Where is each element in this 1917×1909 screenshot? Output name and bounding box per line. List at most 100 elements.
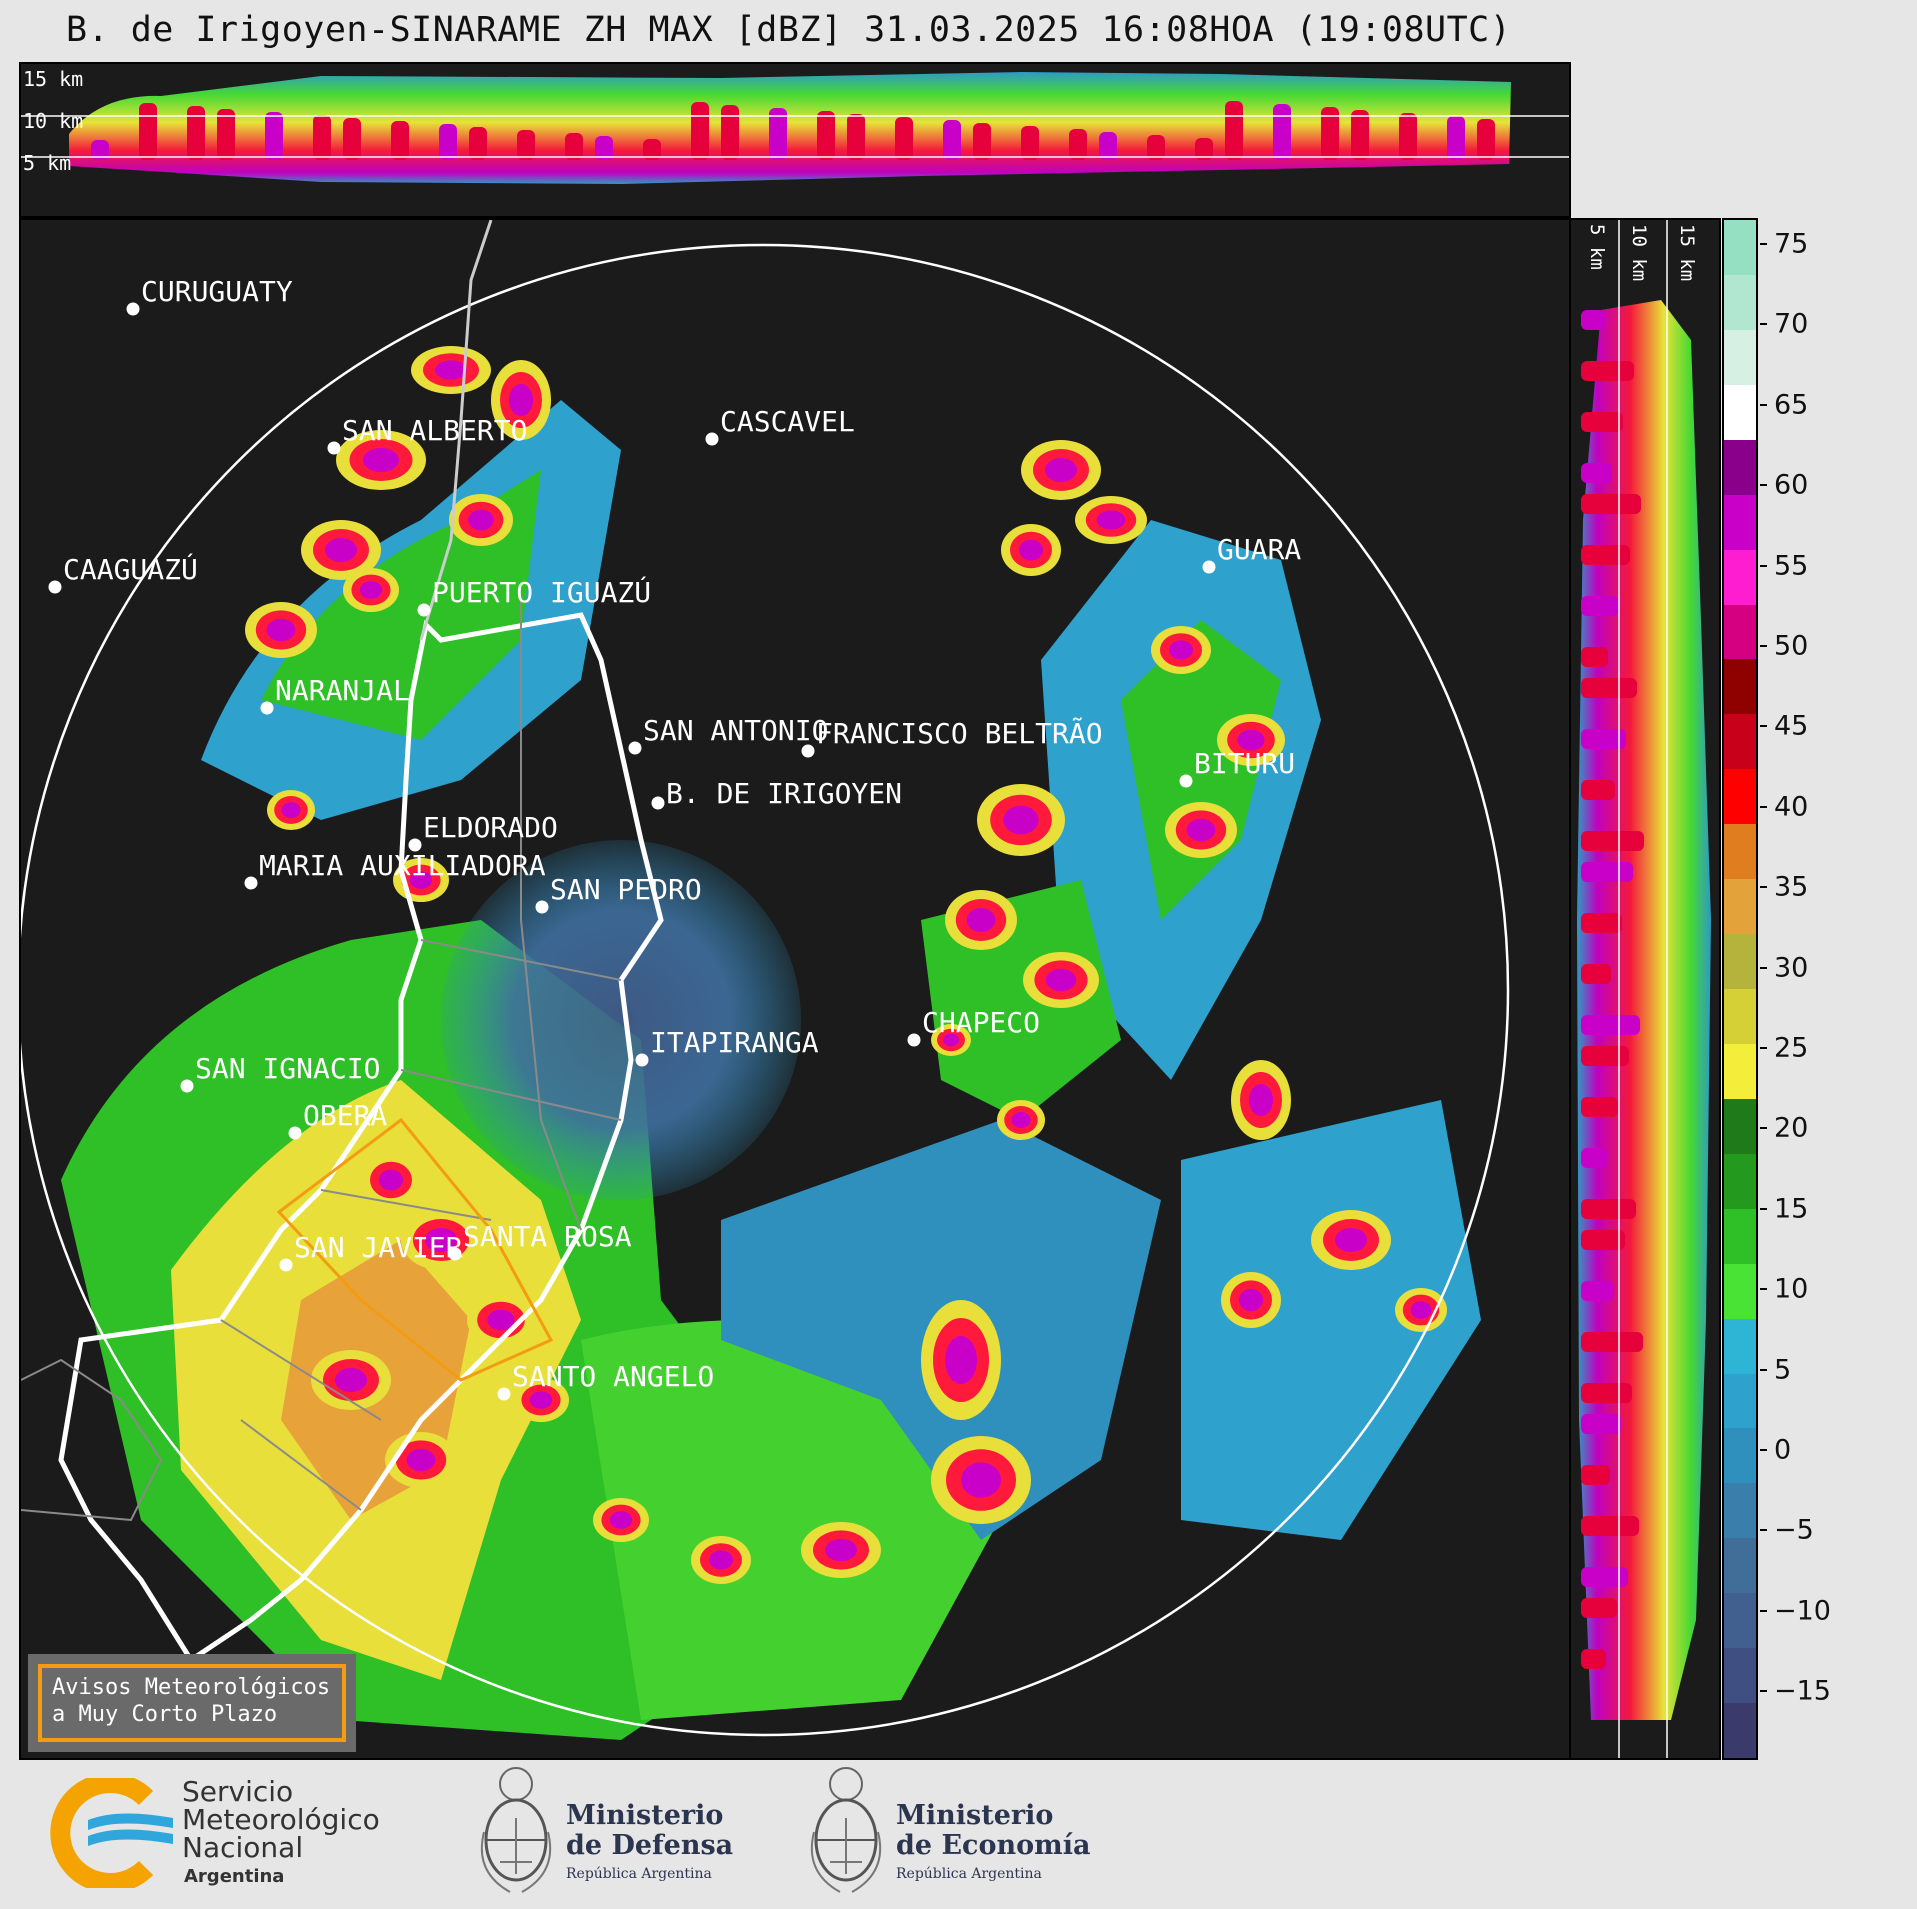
colorbar-tick (1760, 323, 1767, 326)
city-label: PUERTO IGUAZÚ (432, 575, 651, 609)
top-profile-core (217, 109, 235, 160)
top-height-label-15: 15 km (23, 67, 83, 91)
warning-link-box[interactable]: Avisos Meteorológicos a Muy Corto Plazo (28, 1654, 356, 1752)
colorbar-tick-label: −15 (1774, 1675, 1831, 1707)
colorbar-tick-label: 10 (1774, 1273, 1809, 1305)
colorbar-tick (1760, 886, 1767, 889)
city-marker (628, 741, 642, 755)
colorbar-tick (1760, 645, 1767, 647)
warning-line-2: a Muy Corto Plazo (52, 1702, 278, 1727)
storm-cell (487, 1309, 515, 1331)
top-profile-core (817, 111, 835, 160)
city-marker (279, 1258, 293, 1272)
colorbar-band (1724, 549, 1756, 605)
top-profile-core (943, 120, 961, 160)
colorbar-tick (1760, 1368, 1767, 1371)
city-marker (48, 580, 62, 594)
storm-cell (266, 618, 296, 642)
side-profile-core (1581, 862, 1633, 882)
side-profile-core (1581, 1199, 1636, 1219)
top-profile-core (313, 115, 331, 160)
city-marker (417, 603, 431, 617)
city-marker (244, 876, 258, 890)
side-profile-core (1581, 596, 1619, 616)
colorbar-tick-label: 20 (1774, 1112, 1809, 1144)
top-profile-core (847, 114, 865, 160)
colorbar-tick-label: 55 (1774, 550, 1809, 582)
side-profile-core (1581, 1148, 1607, 1168)
side-profile-core (1581, 1097, 1618, 1117)
storm-cell (325, 538, 357, 562)
storm-cell (825, 1538, 857, 1562)
colorbar-tick-label: −5 (1774, 1514, 1814, 1546)
colorbar-band (1724, 934, 1756, 990)
clutter-center (441, 840, 801, 1200)
storm-cell (363, 448, 399, 472)
storm-cell (1045, 458, 1077, 482)
smn-line-4: Argentina (184, 1866, 285, 1887)
top-profile-echo (69, 72, 1511, 184)
city-label: NARANJAL (275, 674, 410, 707)
colorbar-tick (1760, 1609, 1767, 1612)
storm-cell (1237, 729, 1265, 751)
colorbar-tick (1760, 725, 1767, 728)
side-profile-core (1581, 913, 1622, 933)
top-profile-core (1021, 126, 1039, 160)
top-profile-core (1069, 129, 1087, 160)
city-marker (907, 1033, 921, 1047)
city-label: B. DE IRIGOYEN (666, 777, 902, 810)
top-profile-core (469, 127, 487, 160)
top-height-label-5: 5 km (23, 151, 71, 175)
colorbar-band (1724, 1098, 1756, 1155)
echo-northeast-green (1121, 620, 1281, 920)
smn-line-1: Servicio (182, 1775, 294, 1808)
border-misiones (58, 612, 664, 1664)
smn-line-2: Meteorológico (182, 1803, 380, 1836)
city-marker (260, 701, 274, 715)
storm-cell (966, 908, 996, 932)
top-profile-core (517, 130, 535, 160)
top-profile-core (391, 121, 409, 160)
defensa-line-1: Ministerio (566, 1800, 724, 1831)
city-label: ELDORADO (423, 811, 558, 844)
smn-line-3: Nacional (182, 1831, 304, 1864)
storm-cell (409, 871, 433, 889)
top-profile-core (721, 105, 739, 160)
city-marker (705, 432, 719, 446)
colorbar-tick (1760, 243, 1767, 245)
colorbar-band (1724, 439, 1756, 496)
side-profile-core (1581, 1230, 1625, 1250)
city-label: SAN JAVIER (294, 1231, 463, 1264)
city-marker (448, 1247, 462, 1261)
colorbar-tick (1760, 564, 1767, 567)
colorbar-tick-label: 45 (1774, 710, 1809, 742)
storm-cell (1019, 539, 1043, 561)
city-label: SANTA ROSA (463, 1220, 632, 1253)
top-profile-core (1399, 113, 1417, 160)
border-southwest (21, 1358, 163, 1522)
city-marker (1202, 560, 1216, 574)
colorbar-band (1724, 824, 1756, 880)
page-title: B. de Irigoyen-SINARAME ZH MAX [dBZ] 31.… (66, 10, 1512, 50)
colorbar-tick (1760, 1047, 1767, 1049)
city-marker (1179, 774, 1193, 788)
city-marker (408, 838, 422, 852)
storm-cell (529, 1391, 553, 1409)
storm-cell (1045, 968, 1077, 992)
storm-cell (406, 1448, 436, 1472)
colorbar-band (1724, 1208, 1756, 1265)
storm-cell (1335, 1228, 1367, 1252)
top-profile-core (265, 112, 283, 160)
footer-logos: Servicio Meteorológico Nacional Argentin… (0, 1762, 1917, 1909)
city-label: CAAGUAZÚ (63, 552, 198, 586)
side-profile-core (1581, 1598, 1617, 1618)
city-label: BITURU (1194, 747, 1295, 780)
side-profile-core (1581, 361, 1634, 381)
side-profile-core (1581, 647, 1608, 667)
city-marker (288, 1126, 302, 1140)
top-profile-core (973, 123, 991, 160)
side-profile-core (1581, 678, 1637, 698)
side-profile-core (1581, 1332, 1643, 1352)
top-profile-core (187, 106, 205, 160)
city-marker (535, 900, 549, 914)
